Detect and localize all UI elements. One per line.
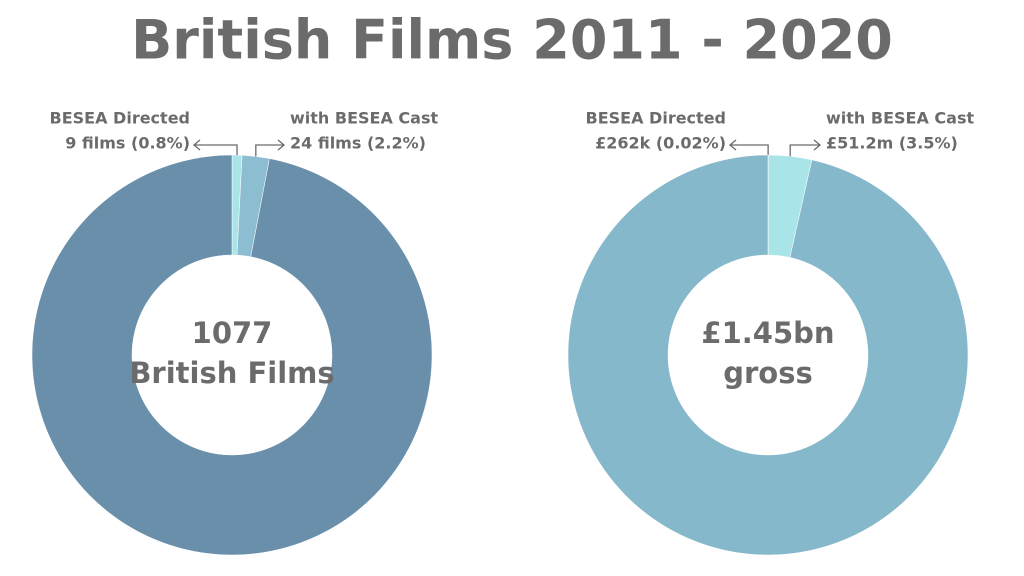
value-label: £262k (0.02%) xyxy=(595,134,726,153)
donut-segment xyxy=(567,154,969,556)
page-title: British Films 2011 - 2020 xyxy=(131,9,893,72)
label-arrow xyxy=(192,139,238,156)
category-label: BESEA Directed xyxy=(50,109,190,128)
center-label: British Films xyxy=(129,356,334,390)
center-label: gross xyxy=(723,356,813,390)
category-label: with BESEA Cast xyxy=(290,109,438,128)
label-arrow xyxy=(255,139,286,157)
center-label: 1077 xyxy=(192,316,273,350)
value-label: £51.2m (3.5%) xyxy=(826,134,958,153)
donut-segment xyxy=(31,154,433,556)
label-arrow xyxy=(728,139,769,155)
value-label: 24 films (2.2%) xyxy=(290,134,426,153)
value-label: 9 films (0.8%) xyxy=(65,134,190,153)
category-label: with BESEA Cast xyxy=(826,109,974,128)
label-arrow xyxy=(789,139,822,157)
category-label: BESEA Directed xyxy=(586,109,726,128)
center-label: £1.45bn xyxy=(701,316,834,350)
